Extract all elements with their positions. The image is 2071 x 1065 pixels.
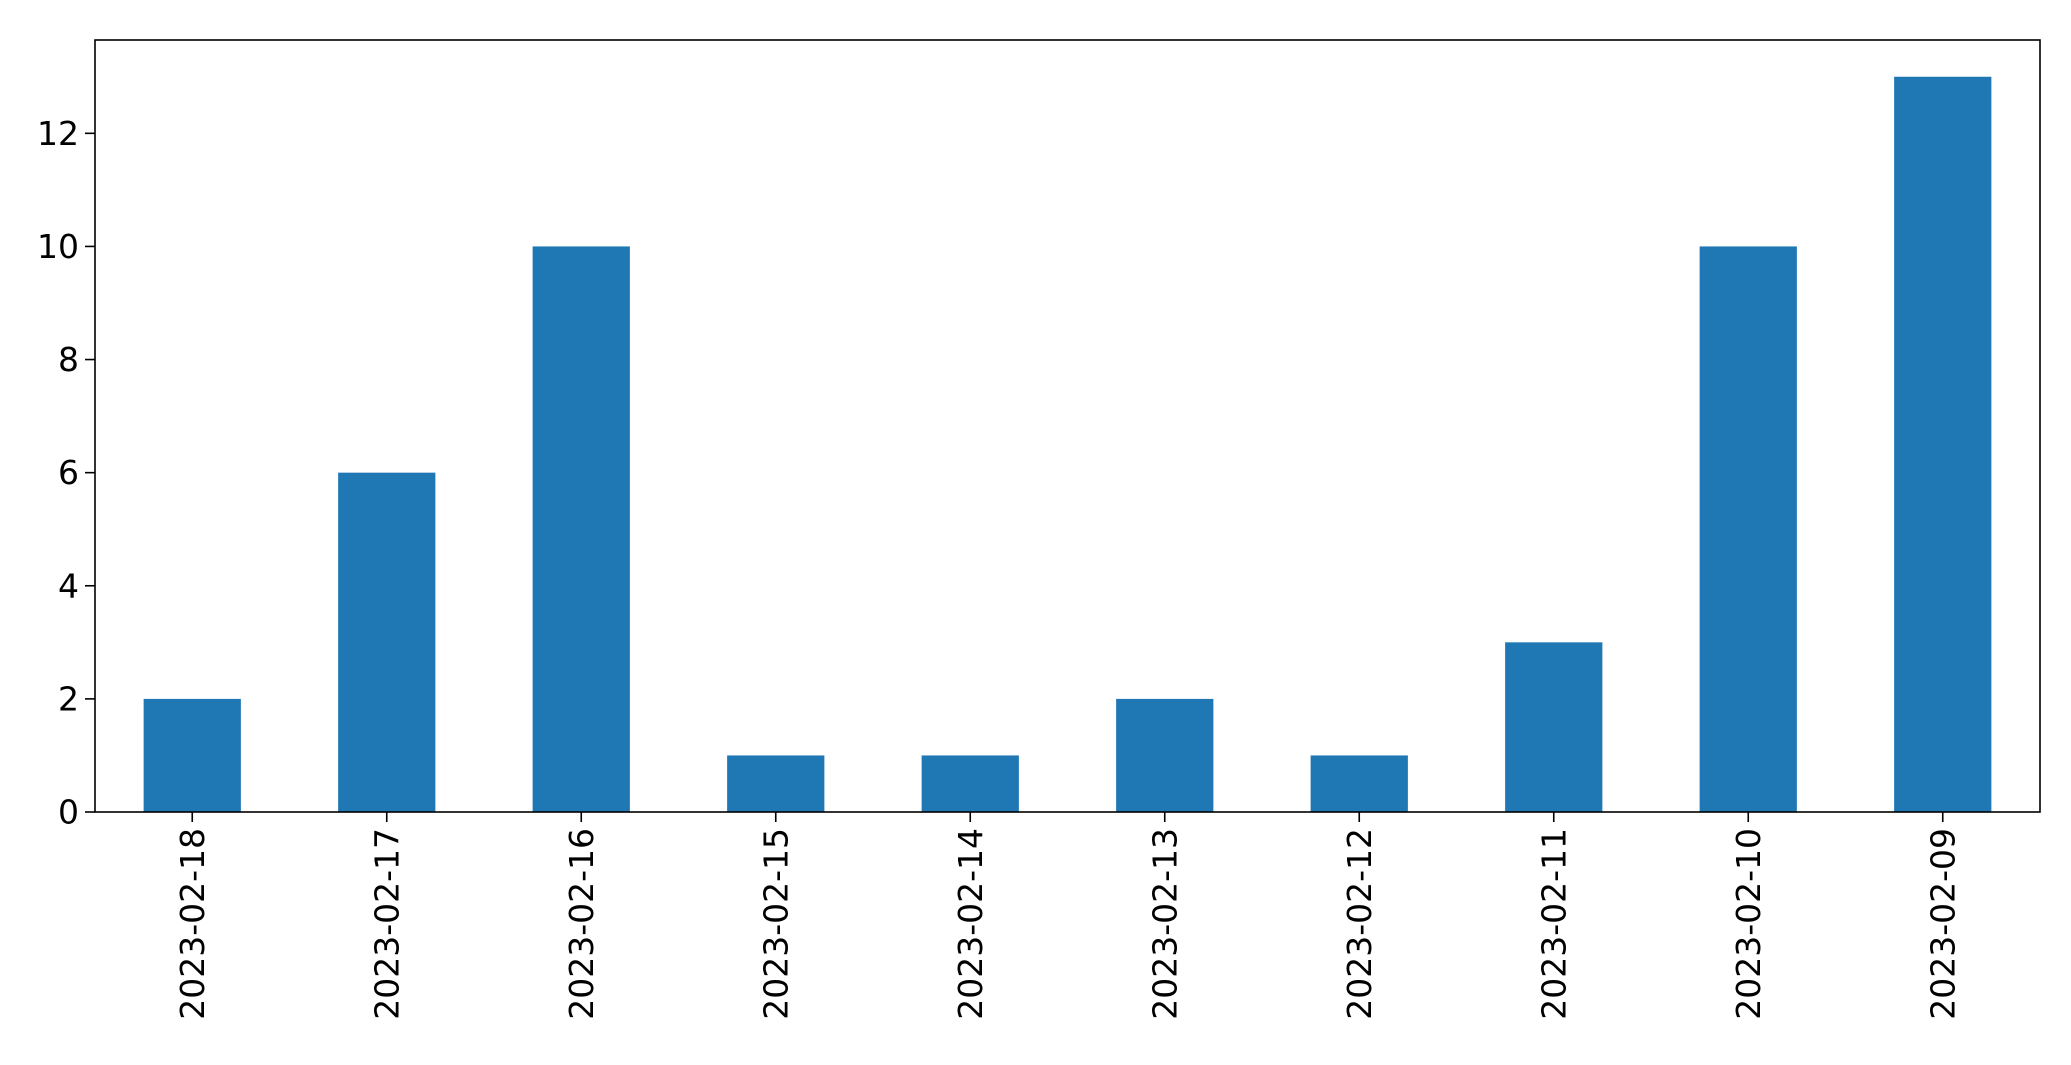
bar-2023-02-16 xyxy=(532,246,630,812)
bar-2023-02-09 xyxy=(1894,76,1992,812)
x-tick-label: 2023-02-13 xyxy=(1145,828,1184,1020)
bar-2023-02-18 xyxy=(143,698,241,812)
y-tick-label: 4 xyxy=(58,566,79,605)
x-tick-label: 2023-02-14 xyxy=(951,828,990,1020)
bar-2023-02-14 xyxy=(921,755,1019,812)
x-tick-label: 2023-02-11 xyxy=(1534,828,1573,1020)
y-tick-label: 8 xyxy=(58,340,79,379)
y-tick-label: 12 xyxy=(37,114,79,153)
x-tick-label: 2023-02-09 xyxy=(1923,828,1962,1020)
y-axis: 0 2 4 6 8 10 12 xyxy=(37,114,95,832)
bars-layer xyxy=(143,76,1992,812)
x-tick-label: 2023-02-17 xyxy=(367,828,406,1020)
y-tick-label: 0 xyxy=(58,793,79,832)
bar-2023-02-13 xyxy=(1116,698,1214,812)
x-axis: 2023-02-18 2023-02-17 2023-02-16 2023-02-15… xyxy=(173,812,1962,1020)
x-tick-label: 2023-02-15 xyxy=(756,828,795,1020)
bar-2023-02-12 xyxy=(1310,755,1408,812)
bar-2023-02-15 xyxy=(727,755,825,812)
bar-2023-02-17 xyxy=(338,472,436,812)
plot-area-frame xyxy=(94,39,2041,813)
x-tick-label: 2023-02-12 xyxy=(1340,828,1379,1020)
x-tick-label: 2023-02-10 xyxy=(1729,828,1768,1020)
x-tick-label: 2023-02-16 xyxy=(562,828,601,1020)
y-tick-label: 6 xyxy=(58,453,79,492)
bar-2023-02-10 xyxy=(1699,246,1797,812)
y-tick-label: 2 xyxy=(58,679,79,718)
x-tick-label: 2023-02-18 xyxy=(173,828,212,1020)
bar-2023-02-11 xyxy=(1505,642,1603,812)
y-tick-label: 10 xyxy=(37,227,79,266)
